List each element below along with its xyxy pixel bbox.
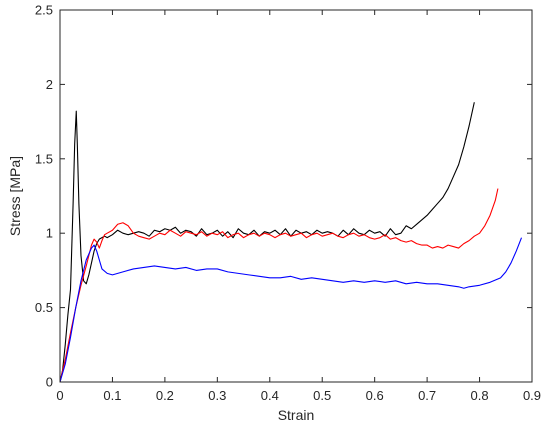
y-tick-label: 0.5	[35, 300, 53, 315]
series-line-3	[59, 237, 523, 383]
series-line-2	[59, 188, 499, 383]
y-tick-label: 0	[46, 375, 53, 390]
x-tick-label: 0	[56, 388, 63, 403]
y-tick-label: 2.5	[35, 3, 53, 18]
axes-box	[59, 9, 533, 383]
x-tick-label: 0.9	[523, 388, 541, 403]
series-layer	[59, 102, 523, 383]
x-tick-label: 0.6	[366, 388, 384, 403]
y-axis-label: Stress [MPa]	[7, 156, 23, 236]
y-tick-label: 2	[46, 77, 53, 92]
x-tick-label: 0.8	[471, 388, 489, 403]
y-tick-label: 1.5	[35, 151, 53, 166]
x-tick-label: 0.4	[261, 388, 279, 403]
x-axis-label: Strain	[278, 407, 315, 423]
x-tick-label: 0.2	[156, 388, 174, 403]
y-tick-label: 1	[46, 226, 53, 241]
x-tick-label: 0.3	[208, 388, 226, 403]
x-tick-label: 0.7	[418, 388, 436, 403]
x-tick-label: 0.1	[103, 388, 121, 403]
ticks-layer: 0 0.1 0.2 0.3 0.4 0.5 0.6 0.7 0.8 0.9 0 0.5 1 1.5 2 2.5	[35, 3, 541, 404]
x-tick-label: 0.5	[313, 388, 331, 403]
series-line-1	[59, 102, 475, 383]
